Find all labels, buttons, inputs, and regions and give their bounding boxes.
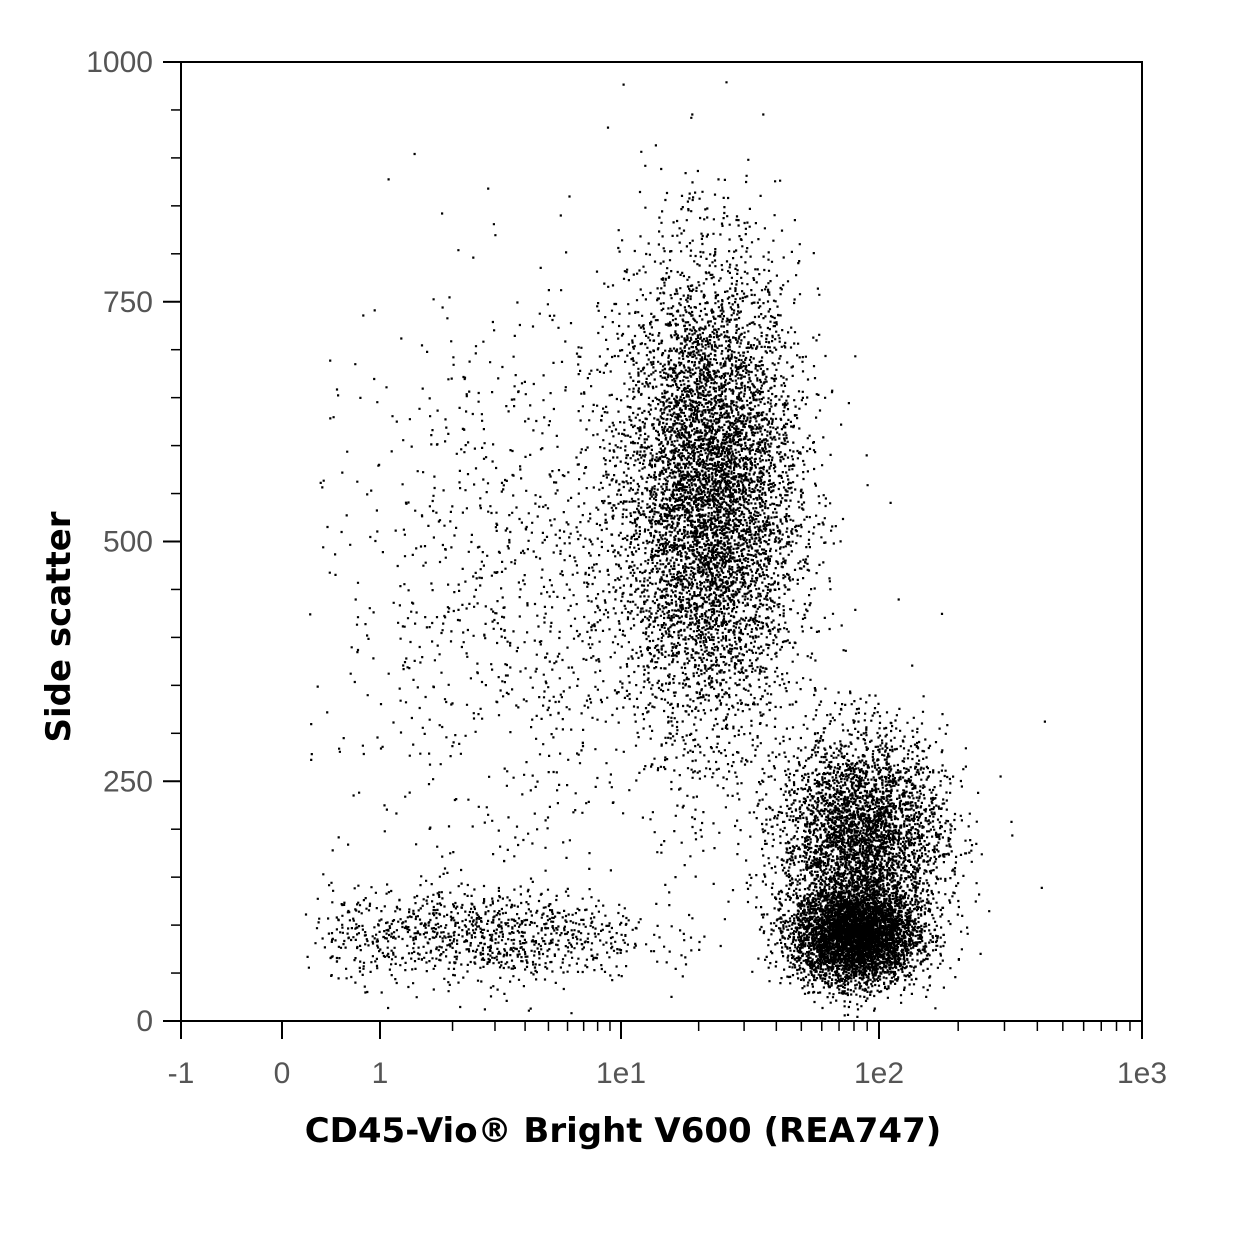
y-tick-label: 250 (103, 765, 153, 798)
x-tick-label: 0 (274, 1057, 291, 1090)
y-tick-label: 0 (136, 1005, 153, 1038)
population-2-dots (749, 832, 969, 1018)
y-tick-label: 500 (103, 526, 153, 559)
x-tick-label: 1e1 (596, 1057, 646, 1090)
y-axis: 0 250 500 750 1000 (86, 46, 181, 1038)
population-3 (721, 612, 1043, 1016)
x-tick-label: 1e3 (1117, 1057, 1167, 1090)
y-tick-label: 750 (103, 286, 153, 319)
population-4 (304, 848, 767, 1012)
y-axis-title: Side scatter (39, 511, 79, 742)
x-tick-label: 1 (372, 1057, 389, 1090)
population-4-dots (304, 848, 767, 1012)
x-tick-label: -1 (168, 1057, 195, 1090)
x-tick-label: 1e2 (854, 1057, 904, 1090)
population-3-dots (721, 612, 1043, 1016)
population-2 (749, 832, 969, 1018)
x-axis-title: CD45-Vio® Bright V600 (REA747) (305, 1111, 942, 1151)
event-dots (304, 81, 1047, 1018)
y-tick-label: 1000 (86, 46, 153, 79)
x-axis: -1 0 1 1e1 1e2 1e3 (168, 1021, 1167, 1090)
